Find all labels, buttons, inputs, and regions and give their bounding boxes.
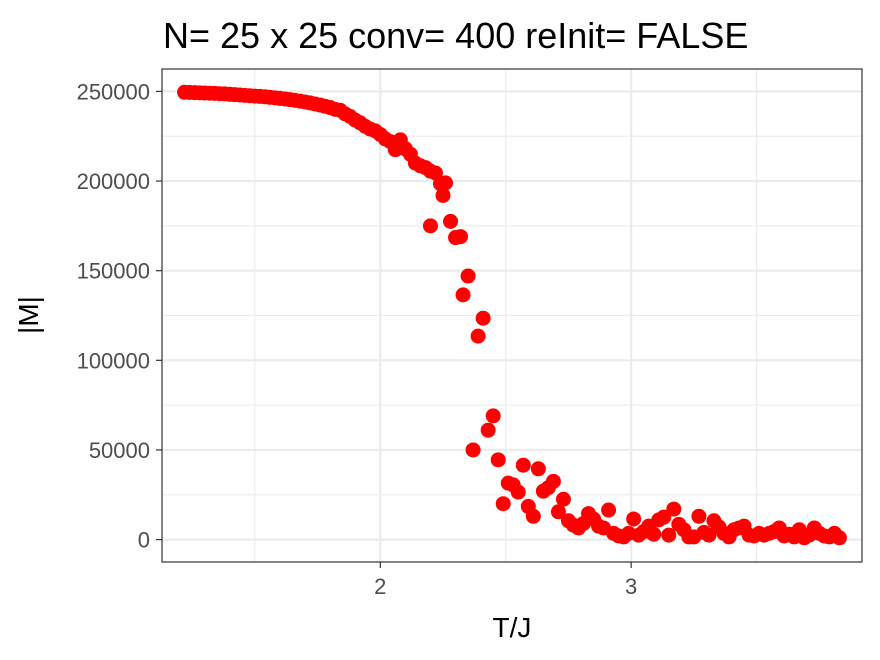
data-point (530, 461, 546, 477)
y-tick-label: 200000 (77, 169, 150, 194)
data-point (550, 504, 566, 520)
y-tick-label: 0 (138, 528, 150, 553)
data-point (525, 508, 541, 524)
data-points (177, 84, 847, 546)
grid-lines (162, 69, 862, 562)
x-axis-title: T/J (493, 612, 532, 643)
data-point (438, 175, 454, 191)
data-point (545, 473, 561, 489)
data-point (601, 502, 617, 518)
data-point (490, 452, 506, 468)
data-point (510, 484, 526, 500)
data-point (435, 187, 451, 203)
data-point (555, 491, 571, 507)
data-point (515, 457, 531, 473)
data-point (422, 218, 438, 234)
y-tick-label: 50000 (89, 438, 150, 463)
data-point (495, 496, 511, 512)
data-point (453, 229, 469, 245)
y-axis-title: |M| (13, 296, 44, 334)
data-point (646, 526, 662, 542)
chart-title: N= 25 x 25 conv= 400 reInit= FALSE (163, 15, 748, 56)
y-tick-label: 100000 (77, 348, 150, 373)
data-point (656, 509, 672, 525)
data-point (480, 422, 496, 438)
data-point (485, 408, 501, 424)
data-point (465, 442, 481, 458)
x-tick-label: 2 (374, 574, 386, 599)
x-tick-label: 3 (625, 574, 637, 599)
y-tick-label: 250000 (77, 79, 150, 104)
data-point (443, 213, 459, 229)
data-point (701, 527, 717, 543)
data-point (470, 328, 486, 344)
axis-ticks: 2 3 0 50000 100000 150000 200000 250000 (77, 79, 638, 599)
data-point (666, 501, 682, 517)
y-tick-label: 150000 (77, 259, 150, 284)
data-point (691, 508, 707, 524)
data-point (455, 287, 471, 303)
data-point (661, 527, 677, 543)
data-point (831, 530, 847, 546)
panel-border (161, 68, 863, 563)
data-point (626, 511, 642, 527)
data-point (475, 310, 491, 326)
data-point (460, 268, 476, 284)
